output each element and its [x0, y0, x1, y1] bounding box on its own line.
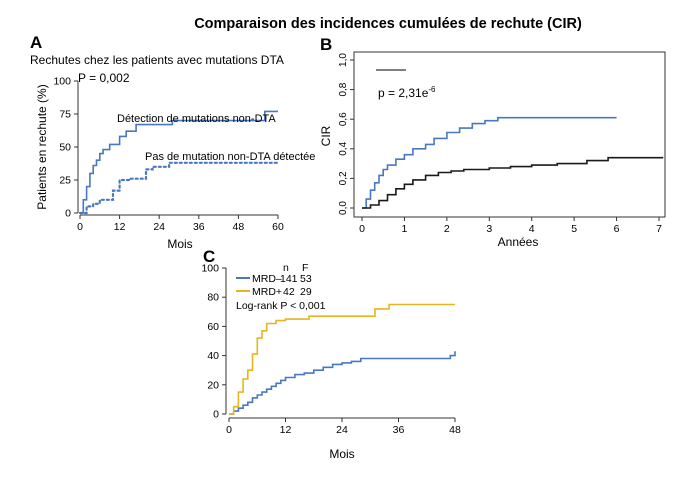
panel-c-plot: 0 12 24 36 48 0 20 40 60 80 100: [201, 263, 461, 437]
figure-title: Comparaison des incidences cumulées de r…: [194, 16, 582, 32]
panel-c-y-tick-label: 0: [213, 409, 219, 421]
panel-a-series-2-line: [78, 161, 280, 215]
panel-a-y-tick-label: 25: [59, 175, 71, 187]
panel-a-x-tick-label: 60: [272, 221, 284, 233]
panel-c-xlabel: Mois: [329, 447, 354, 461]
panel-a-subtitle: Rechutes chez les patients avec mutation…: [30, 53, 284, 67]
panel-c-x-tick-label: 48: [449, 424, 461, 436]
panel-a-y-tick-label: 100: [53, 76, 71, 88]
panel-b-letter: B: [320, 35, 332, 54]
panel-c-x-tick-label: 36: [393, 424, 405, 436]
panel-b-ylabel: CIR: [319, 125, 333, 146]
panel-a-x-tick-label: 12: [114, 221, 126, 233]
panel-b-plot: 0 1 2 3 4 5 6 7 0,0 0,2 0,4 0,6 0,8 1,0: [338, 51, 666, 235]
panel-b-x-tick-label: 6: [614, 223, 620, 235]
panel-a-x-tick-label: 24: [153, 221, 165, 233]
panel-c-series-2-line: [229, 303, 455, 415]
panel-a-series-label-1: Détection de mutations non-DTA: [117, 113, 276, 125]
panel-c-y-tick-label: 20: [207, 379, 219, 391]
panel-c-legend-name-mrd-neg: MRD–: [252, 273, 282, 285]
panel-a-letter: A: [30, 33, 42, 52]
panel-a-x-tick-label: 0: [77, 221, 83, 233]
panel-c-x-tick-label: 12: [280, 424, 292, 436]
panel-b-series-1-line: [362, 116, 617, 209]
panel-c-legend-header-n: n: [283, 262, 289, 274]
panel-b-x-tick-label: 5: [571, 223, 577, 235]
panel-b-x-tick-label: 4: [529, 223, 535, 235]
panel-c-legend-header-f: F: [302, 262, 308, 274]
panel-c-series-1-line: [229, 351, 456, 415]
panel-a-series-label-2: Pas de mutation non-DTA détectée: [145, 151, 315, 163]
panel-b-y-tick-label: 0,6: [338, 112, 349, 126]
panel-a-y-tick-label: 75: [59, 109, 71, 121]
panel-b-xlabel: Années: [498, 235, 539, 249]
panel-c: C 0 12 24 36 48 0 20 40 60 80 100 n F MRD– 141 53 …: [201, 247, 461, 461]
panel-a: A Rechutes chez les patients avec mutati…: [30, 33, 315, 251]
panel-c-y-tick-label: 40: [207, 350, 219, 362]
panel-c-legend-name-mrd-pos: MRD+: [252, 286, 282, 298]
panel-c-y-tick-label: 80: [207, 292, 219, 304]
panel-a-x-tick-label: 36: [193, 221, 205, 233]
panel-b-pvalue: p = 2,31e-6: [378, 85, 436, 100]
panel-c-legend: n F MRD– 141 53 MRD+ 42 29 Log-rank P < …: [236, 262, 326, 312]
panel-c-y-tick-label: 100: [201, 263, 219, 275]
panel-b-x-tick-label: 7: [656, 223, 662, 235]
panel-b-x-tick-label: 1: [402, 223, 408, 235]
panel-b-plot-frame: [353, 51, 666, 218]
panel-a-plot: 0 12 24 36 48 60 0 25 50 75 100: [53, 76, 284, 234]
panel-c-legend-n-mrd-neg: 141: [280, 273, 298, 285]
panel-b-x-tick-label: 3: [486, 223, 492, 235]
panel-c-legend-n-mrd-pos: 42: [283, 286, 295, 298]
panel-a-y-tick-label: 0: [65, 208, 71, 220]
panel-b-y-tick-label: 1,0: [338, 53, 349, 67]
panel-c-x-tick-label: 0: [226, 424, 232, 436]
panel-a-pvalue: P = 0,002: [78, 71, 130, 85]
panel-b: B 0 1 2 3 4 5 6 7 0,0 0,2 0,4 0,6 0,8 1,0 p = 2,31e-6…: [319, 35, 666, 249]
panel-b-y-tick-label: 0,2: [338, 171, 349, 185]
panel-c-legend-f-mrd-pos: 29: [300, 286, 312, 298]
panel-a-xlabel: Mois: [167, 237, 192, 251]
panel-c-letter: C: [203, 247, 215, 266]
panel-a-x-tick-label: 48: [233, 221, 245, 233]
panel-b-y-tick-label: 0,4: [338, 141, 349, 155]
panel-b-series-2-line: [362, 156, 664, 209]
panel-a-ylabel: Patients en rechute (%): [35, 84, 49, 209]
panel-b-y-tick-label: 0,8: [338, 82, 349, 96]
panel-b-x-tick-label: 0: [359, 223, 365, 235]
panel-a-y-tick-label: 50: [59, 142, 71, 154]
panel-c-y-tick-label: 60: [207, 321, 219, 333]
panel-c-x-tick-label: 24: [336, 424, 348, 436]
panel-c-logrank: Log-rank P < 0,001: [236, 300, 326, 312]
panel-a-series-1-line: [80, 110, 278, 214]
panel-b-x-tick-label: 2: [444, 223, 450, 235]
panel-b-y-tick-label: 0,0: [338, 201, 349, 215]
panel-c-legend-f-mrd-neg: 53: [300, 273, 312, 285]
